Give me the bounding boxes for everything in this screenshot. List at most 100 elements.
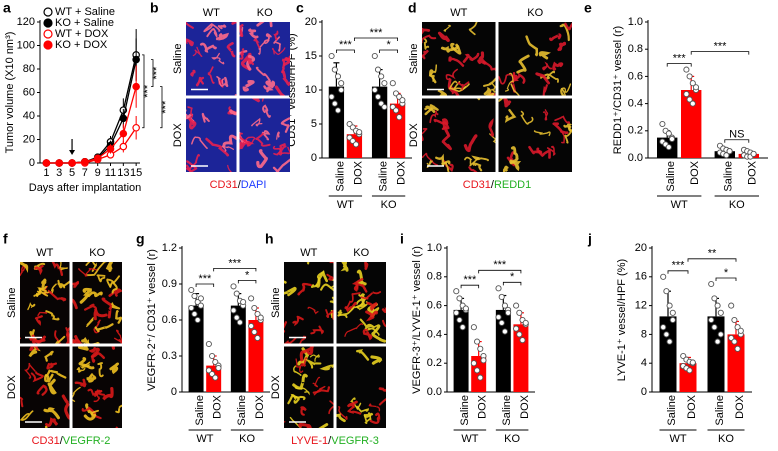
category-label: Saline	[459, 395, 471, 426]
vessel	[293, 365, 302, 376]
y-tick-label: 0.4	[628, 98, 643, 110]
vessel	[45, 310, 60, 321]
vessel	[108, 288, 122, 297]
significance-bracket	[336, 49, 355, 53]
vessel	[263, 33, 272, 43]
vessel	[93, 308, 108, 321]
vessel	[424, 105, 436, 114]
vessel	[205, 137, 230, 157]
row-label: Saline	[6, 287, 18, 318]
significance-label: *	[510, 271, 515, 283]
vessel	[192, 46, 203, 57]
vessel	[378, 390, 386, 406]
vessel	[422, 49, 429, 60]
y-tick-label: 15	[305, 50, 317, 62]
vessel	[298, 423, 312, 428]
y-tick-label: 20	[635, 242, 647, 254]
column-label: WT	[300, 247, 317, 259]
y-tick-label: 0	[311, 152, 317, 164]
data-point	[197, 302, 204, 309]
data-point	[660, 324, 667, 331]
panel-letter: a	[3, 0, 11, 16]
category-label: Saline	[194, 395, 206, 426]
vessel	[72, 298, 78, 310]
group-label: KO	[504, 433, 520, 445]
vessel	[248, 28, 259, 39]
vessel	[271, 47, 286, 55]
image-background	[284, 262, 334, 344]
panel-letter: h	[265, 231, 274, 247]
data-point	[731, 316, 738, 324]
data-point	[378, 73, 385, 80]
row-label: Saline	[408, 43, 420, 74]
vessel	[227, 164, 233, 172]
micrograph	[336, 346, 386, 428]
y-tick-label: 40	[23, 110, 35, 122]
micrograph	[20, 262, 70, 344]
data-point	[689, 359, 696, 366]
marker	[132, 123, 140, 132]
data-point	[240, 298, 247, 306]
vessel	[329, 296, 334, 304]
vessel	[24, 362, 36, 379]
row-label: DOX	[6, 375, 18, 400]
data-point	[474, 367, 481, 374]
y-tick-label: 0.8	[427, 271, 442, 283]
y-axis-label: Tumor volume (X10 nm³)	[4, 32, 16, 154]
vessel	[504, 109, 517, 123]
y-tick-label: 0.0	[427, 386, 442, 398]
vessel	[552, 122, 569, 135]
data-point	[474, 338, 481, 345]
vessel	[457, 81, 470, 92]
vessel	[115, 404, 122, 414]
data-point	[248, 295, 255, 302]
vessel	[44, 368, 67, 379]
vessel	[101, 297, 113, 319]
vessel	[301, 356, 308, 367]
micrograph	[422, 98, 496, 172]
group-label: KO	[718, 433, 734, 445]
vessels	[72, 262, 122, 344]
vessel	[356, 349, 370, 361]
data-point	[728, 302, 735, 309]
vessel	[509, 159, 522, 172]
vessels	[20, 262, 70, 344]
vessel	[65, 327, 70, 338]
x-tick-label: 9	[95, 167, 101, 179]
vessel	[37, 311, 48, 317]
caption-part: REDD1	[494, 179, 531, 191]
y-tick-label: 12	[635, 300, 647, 312]
vessel	[211, 52, 225, 65]
vessel	[263, 85, 274, 93]
y-tick-label: 1.0	[427, 242, 442, 254]
data-point	[215, 364, 222, 372]
data-point	[233, 290, 240, 297]
vessel	[284, 421, 286, 428]
data-point	[495, 285, 502, 292]
y-tick-label: 0	[641, 386, 647, 398]
vessel	[423, 38, 430, 50]
data-point	[212, 374, 219, 381]
caption: CD31/REDD1	[463, 179, 531, 191]
data-point	[477, 374, 484, 381]
significance-label: ***	[142, 84, 154, 98]
data-point	[331, 66, 338, 73]
marker	[132, 55, 140, 64]
vessel	[48, 290, 67, 302]
micrograph	[239, 98, 290, 172]
vessel	[186, 38, 194, 47]
vessel	[106, 275, 120, 288]
vessel	[36, 290, 42, 297]
column-label: KO	[257, 7, 273, 19]
vessel	[20, 265, 26, 277]
y-tick-label: 0.2	[427, 357, 442, 369]
data-point	[331, 100, 338, 107]
vessel	[491, 83, 496, 93]
legend-label: WT + Saline	[55, 6, 115, 18]
vessel	[44, 373, 54, 383]
column-label: KO	[89, 247, 105, 259]
significance-label: ***	[151, 66, 163, 80]
vessel	[20, 262, 29, 274]
vessel	[54, 330, 62, 344]
vessel	[20, 410, 34, 421]
